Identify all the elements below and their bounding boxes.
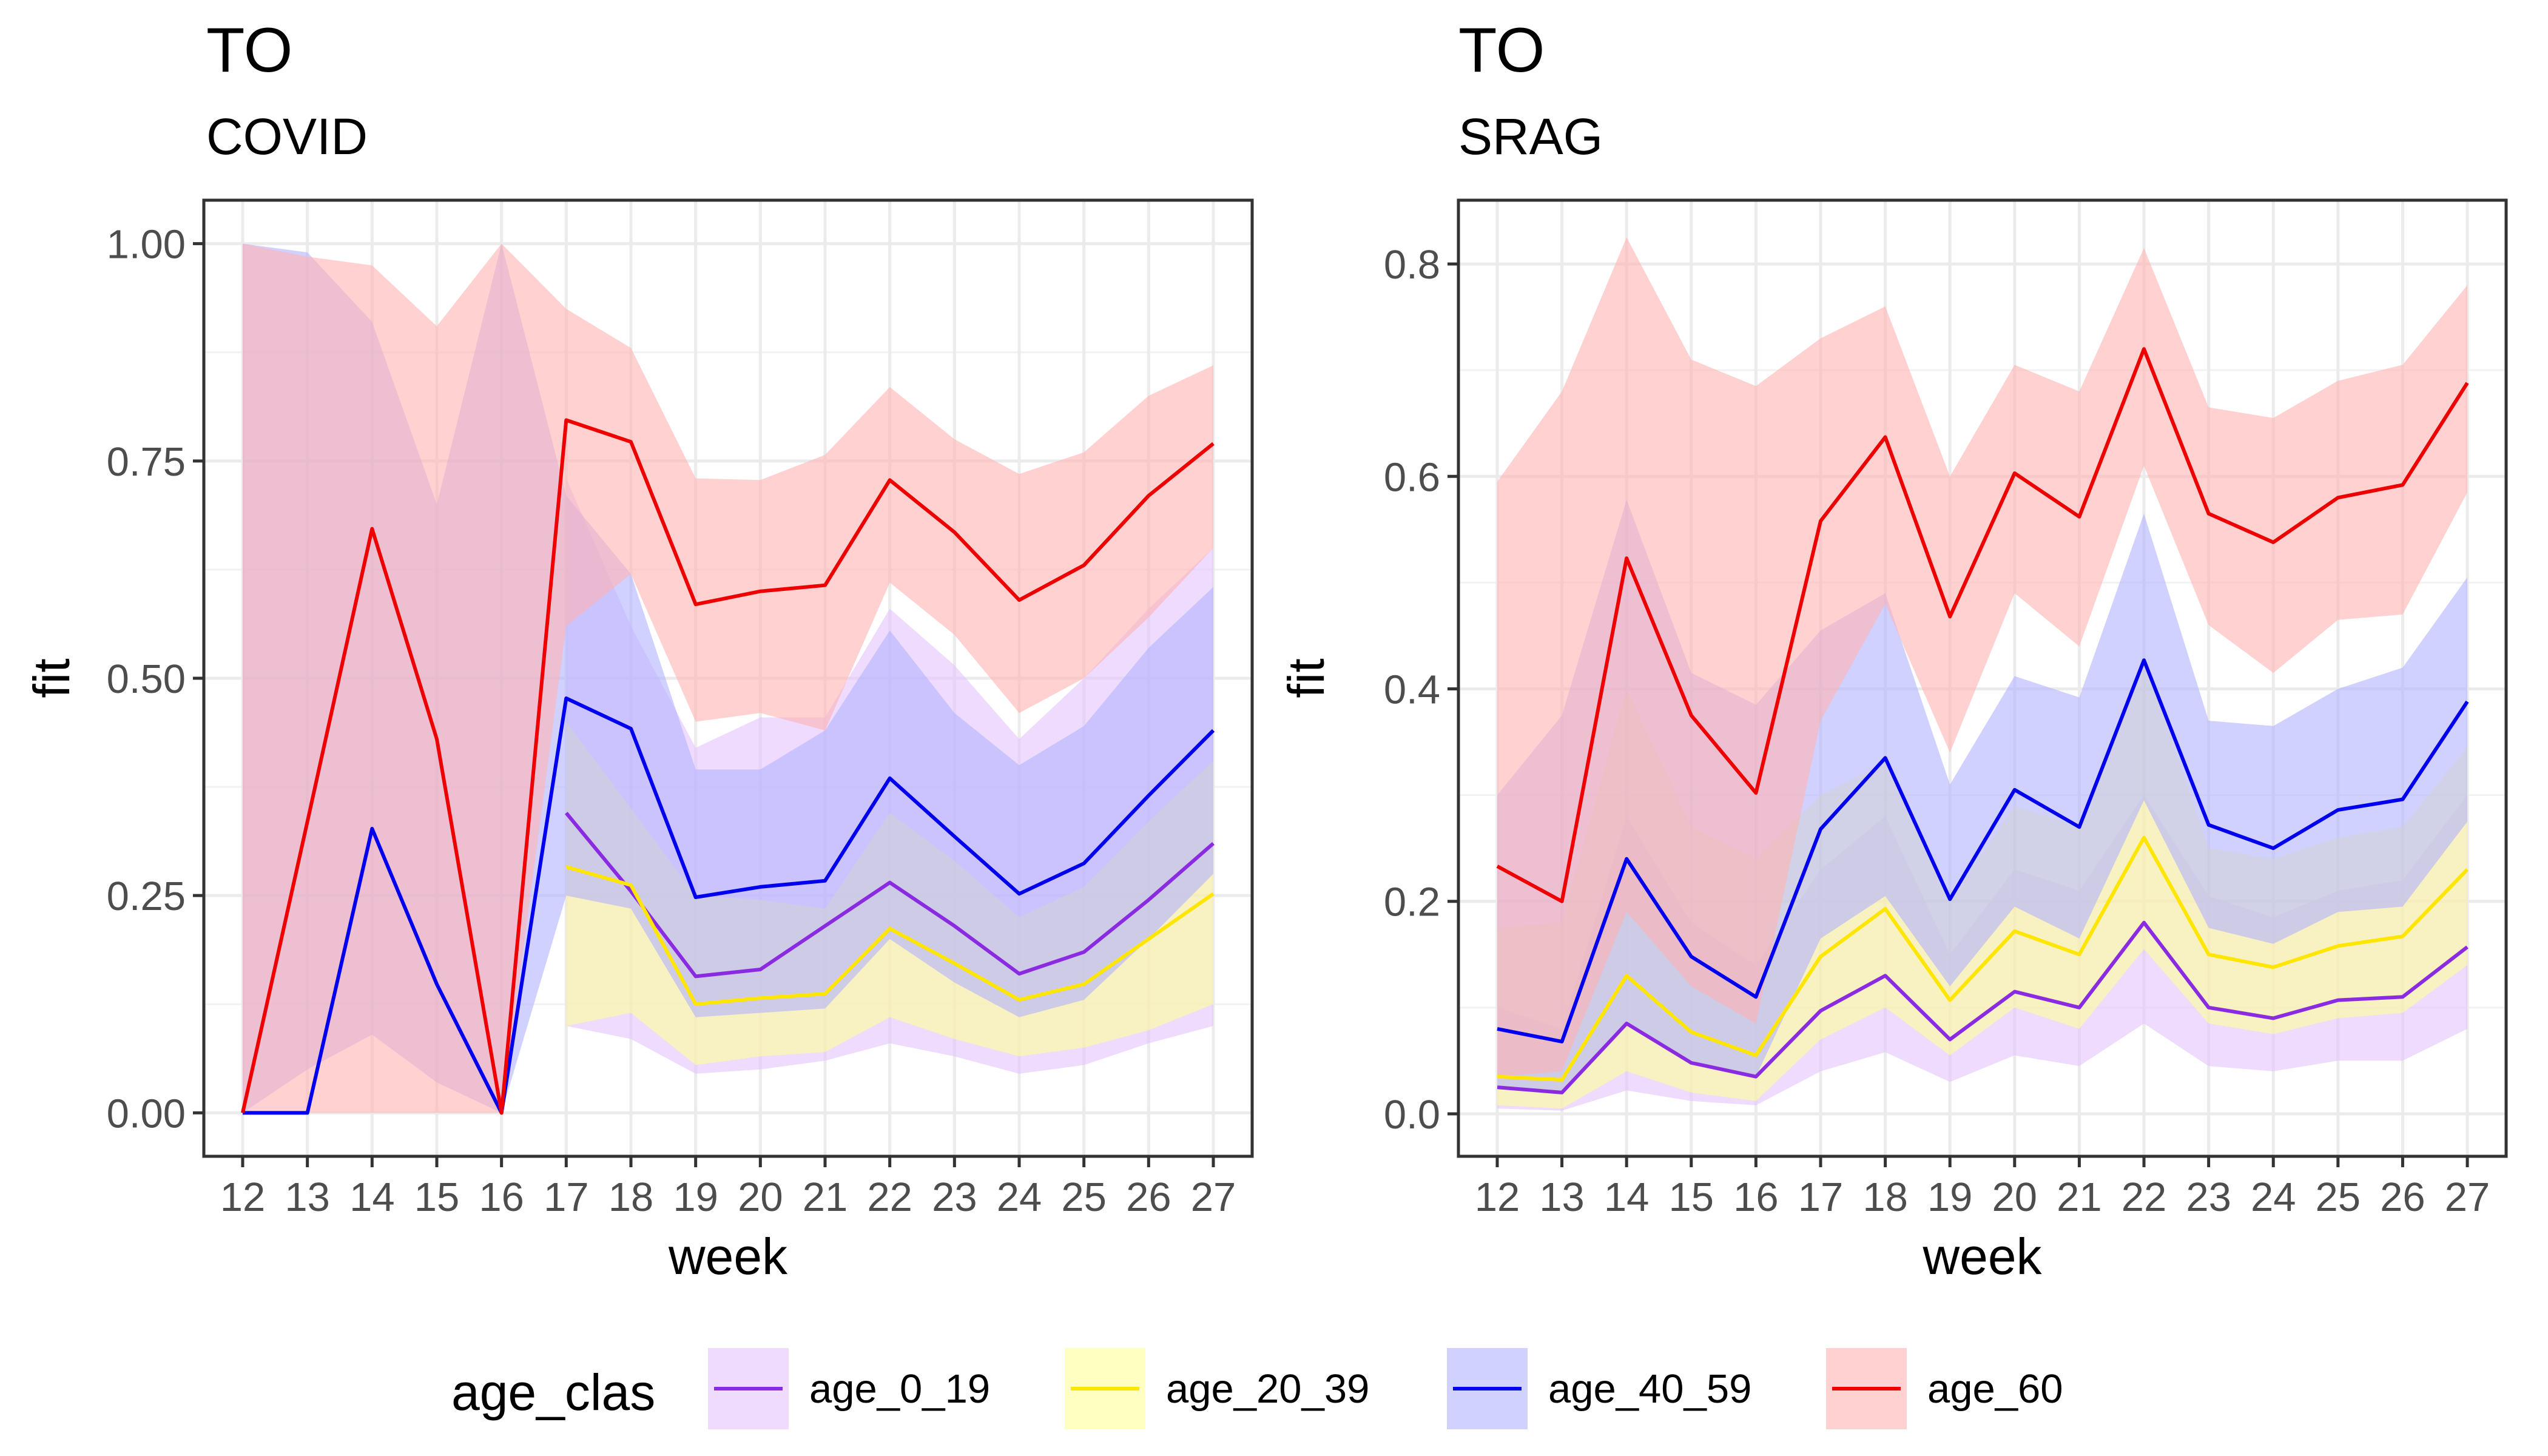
legend-label: age_0_19 [809,1366,990,1412]
x-tick-label: 16 [479,1175,524,1220]
x-tick-label: 16 [1733,1175,1779,1220]
x-tick-label: 24 [997,1175,1042,1220]
legend-item-age_40_59: age_40_59 [1447,1348,1751,1429]
plot-border [1457,198,2508,1158]
panel-subtitle: SRAG [1458,108,1603,165]
y-tick-label: 0.50 [107,656,186,702]
x-tick-label: 19 [1927,1175,1973,1220]
x-tick-label: 27 [2445,1175,2490,1220]
legend-item-age_20_39: age_20_39 [1065,1348,1369,1429]
line-age_60 [241,418,1215,1115]
ribbon-age_60 [243,243,1213,1113]
srag-panel: TO SRAG 0.0 0.2 0.4 0.6 0.8 12 13 14 15 16 17 18 19 20 2… [1278,15,2508,1285]
x-tick-label: 18 [1862,1175,1908,1220]
panel-title: TO [1458,15,1545,86]
y-tick-label: 0.6 [1384,454,1440,500]
x-tick-label: 17 [544,1175,589,1220]
legend-label: age_60 [1927,1366,2063,1412]
x-axis-title: week [668,1228,788,1285]
line-age_20_39 [565,865,1215,1006]
x-tick-label: 12 [1475,1175,1520,1220]
x-tick-label: 20 [1992,1175,2038,1220]
ribbon-age_60 [1497,237,2467,1077]
y-tick-label: 1.00 [107,222,186,268]
legend-item-age_60: age_60 [1826,1348,2063,1429]
x-tick-label: 17 [1798,1175,1844,1220]
y-tick-label: 0.0 [1384,1092,1440,1138]
x-tick-label: 20 [738,1175,783,1220]
covid-panel: TO COVID 0.00 0.25 0.50 0.75 1.00 12 13 14 15 16 17 1… [23,15,1254,1285]
x-tick-label: 22 [867,1175,912,1220]
line-age_40_59 [243,696,1215,1115]
x-tick-label: 19 [673,1175,718,1220]
x-tick-label: 14 [1604,1175,1650,1220]
y-tick-label: 0.2 [1384,880,1440,925]
legend: age_clas age_0_19 age_20_39 age_40_59 age_60 [451,1348,2063,1429]
x-tick-label: 21 [2057,1175,2102,1220]
panel-title: TO [206,15,293,86]
x-tick-label: 15 [1669,1175,1714,1220]
legend-title: age_clas [451,1364,655,1421]
y-tick-label: 0.75 [107,439,186,485]
line-age_60 [1496,347,2469,903]
y-tick-label: 0.4 [1384,667,1440,713]
x-tick-label: 27 [1191,1175,1236,1220]
x-tick-label: 21 [803,1175,848,1220]
legend-label: age_20_39 [1166,1366,1369,1412]
x-tick-label: 24 [2251,1175,2296,1220]
y-axis-title: fit [1278,658,1335,698]
panel-subtitle: COVID [206,108,368,165]
x-tick-label: 14 [349,1175,395,1220]
x-tick-label: 23 [2186,1175,2231,1220]
x-tick-label: 26 [2380,1175,2425,1220]
y-tick-label: 0.25 [107,874,186,919]
x-tick-label: 23 [932,1175,977,1220]
line-age_0_19 [1497,920,2469,1094]
y-tick-label: 0.00 [107,1091,186,1136]
x-tick-label: 13 [1539,1175,1585,1220]
legend-label: age_40_59 [1548,1366,1751,1412]
x-tick-label: 25 [2316,1175,2361,1220]
y-tick-label: 0.8 [1384,242,1440,288]
x-tick-label: 22 [2122,1175,2167,1220]
x-axis-title: week [1922,1228,2042,1285]
x-tick-label: 18 [608,1175,654,1220]
x-tick-label: 25 [1061,1175,1107,1220]
x-tick-label: 12 [220,1175,266,1220]
line-age_40_59 [1497,658,2469,1043]
y-axis-title: fit [23,658,80,698]
x-tick-label: 13 [285,1175,330,1220]
line-age_20_39 [1497,835,2469,1082]
legend-item-age_0_19: age_0_19 [708,1348,990,1429]
line-age_0_19 [564,812,1215,979]
x-tick-label: 15 [414,1175,460,1220]
x-tick-label: 26 [1126,1175,1171,1220]
